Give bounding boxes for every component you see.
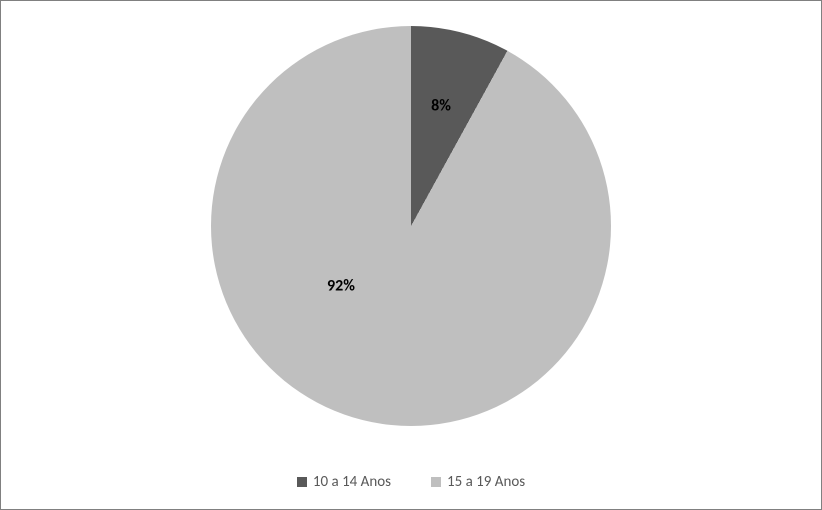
chart-frame: 8% 92% 10 a 14 Anos 15 a 19 Anos xyxy=(0,0,822,510)
slice-label-1: 92% xyxy=(327,277,355,296)
legend-text-1: 15 a 19 Anos xyxy=(447,473,525,491)
legend-item-0: 10 a 14 Anos xyxy=(297,473,391,491)
pie-disc xyxy=(211,26,611,426)
legend-swatch-0 xyxy=(297,477,307,487)
legend-text-0: 10 a 14 Anos xyxy=(313,473,391,491)
legend: 10 a 14 Anos 15 a 19 Anos xyxy=(1,473,821,491)
slice-label-0: 8% xyxy=(431,97,451,116)
legend-swatch-1 xyxy=(431,477,441,487)
legend-item-1: 15 a 19 Anos xyxy=(431,473,525,491)
pie-chart: 8% 92% xyxy=(211,26,611,426)
